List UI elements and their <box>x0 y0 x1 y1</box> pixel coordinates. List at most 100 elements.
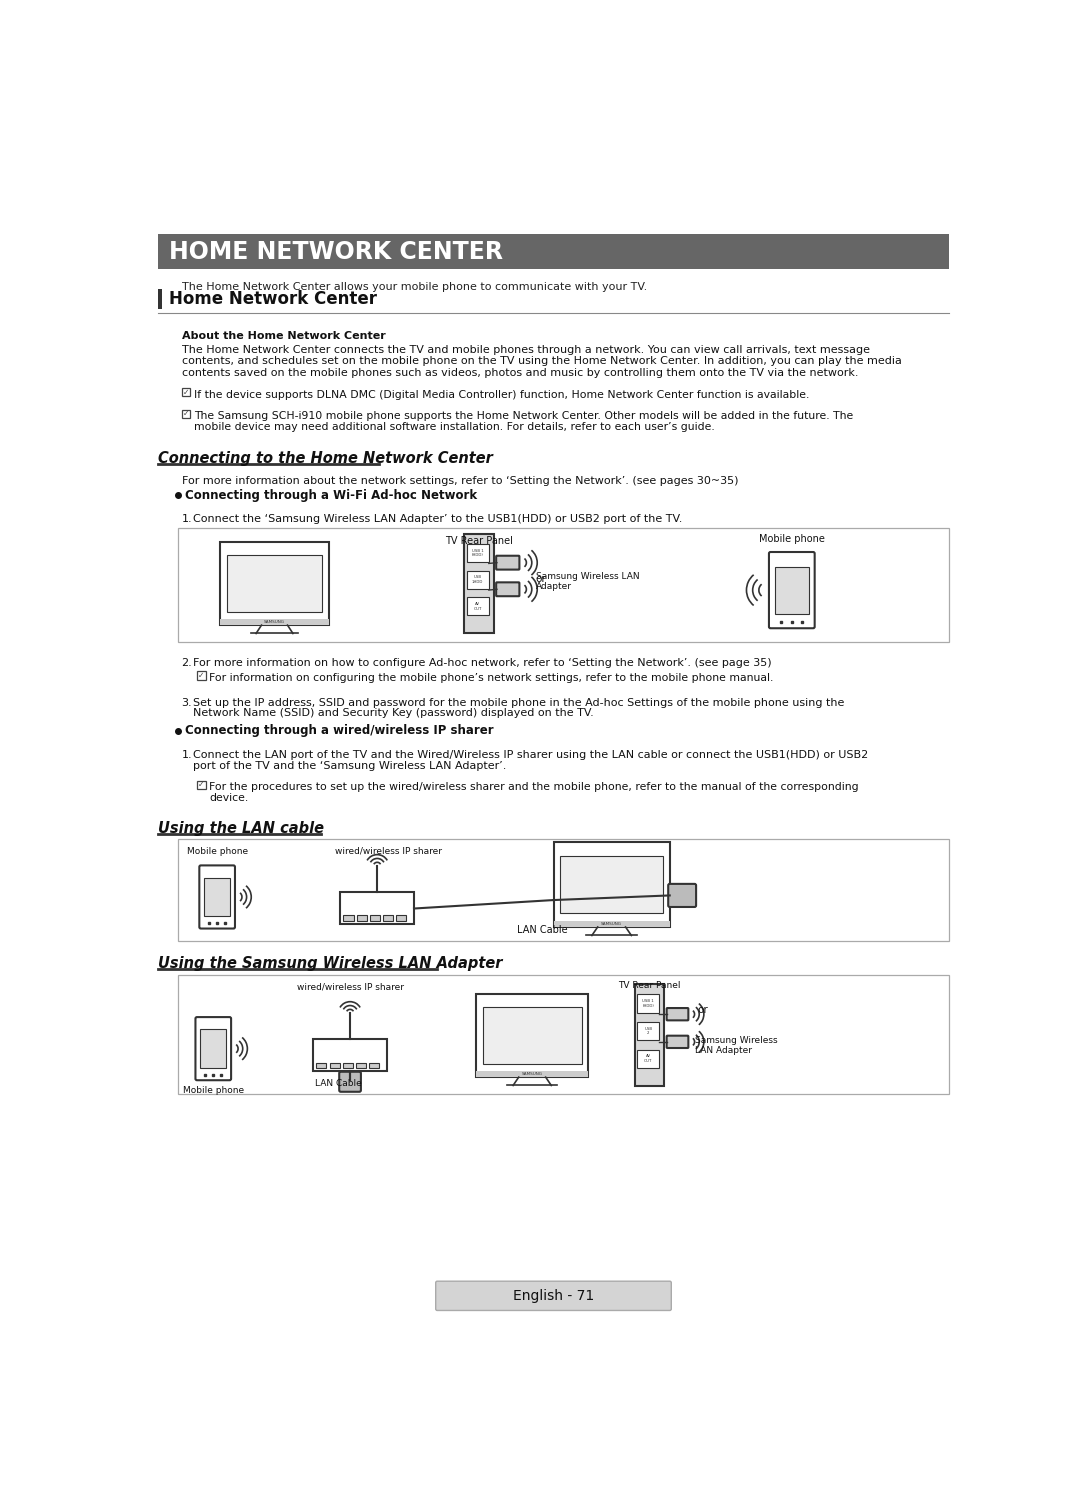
Text: Connecting to the Home Network Center: Connecting to the Home Network Center <box>159 451 494 466</box>
Text: The Home Network Center connects the TV and mobile phones through a network. You: The Home Network Center connects the TV … <box>181 345 869 354</box>
Text: USB 1
(HDD): USB 1 (HDD) <box>472 549 484 558</box>
Text: ✓: ✓ <box>198 780 204 790</box>
Bar <box>200 1030 227 1068</box>
Bar <box>340 893 414 924</box>
Bar <box>635 984 664 1086</box>
Text: TV Rear Panel: TV Rear Panel <box>619 981 680 990</box>
Text: HOME NETWORK CENTER: HOME NETWORK CENTER <box>170 240 503 263</box>
Bar <box>561 856 663 914</box>
Bar <box>476 1071 589 1077</box>
Bar <box>329 1062 339 1068</box>
Text: SAMSUNG: SAMSUNG <box>264 620 285 623</box>
Bar <box>197 671 205 680</box>
Text: About the Home Network Center: About the Home Network Center <box>181 330 386 341</box>
Text: The Samsung SCH-i910 mobile phone supports the Home Network Center. Other models: The Samsung SCH-i910 mobile phone suppor… <box>194 411 853 421</box>
Bar <box>467 597 489 615</box>
FancyBboxPatch shape <box>195 1018 231 1080</box>
FancyBboxPatch shape <box>435 1281 672 1311</box>
Text: 3.: 3. <box>181 698 192 707</box>
Bar <box>181 388 190 396</box>
Bar <box>159 290 162 310</box>
Text: 1.: 1. <box>181 750 192 760</box>
Bar <box>467 545 489 562</box>
Text: 1.: 1. <box>181 515 192 524</box>
Text: mobile device may need additional software installation. For details, refer to e: mobile device may need additional softwa… <box>194 423 715 432</box>
Bar <box>464 534 494 632</box>
Text: port of the TV and the ‘Samsung Wireless LAN Adapter’.: port of the TV and the ‘Samsung Wireless… <box>193 760 507 771</box>
Text: If the device supports DLNA DMC (Digital Media Controller) function, Home Networ: If the device supports DLNA DMC (Digital… <box>194 390 809 400</box>
Bar <box>774 567 809 613</box>
Text: USB
2: USB 2 <box>644 1027 652 1036</box>
Text: Home Network Center: Home Network Center <box>170 290 377 308</box>
Text: Network Name (SSID) and Security Key (password) displayed on the TV.: Network Name (SSID) and Security Key (pa… <box>193 708 594 719</box>
Bar <box>483 1007 582 1064</box>
Bar <box>343 915 353 921</box>
Bar <box>220 619 328 625</box>
Bar <box>227 555 322 612</box>
Text: device.: device. <box>210 793 248 804</box>
Text: TV Rear Panel: TV Rear Panel <box>445 536 513 546</box>
Text: Mobile phone: Mobile phone <box>187 847 247 856</box>
Bar <box>313 1039 387 1071</box>
Bar <box>159 234 948 269</box>
Text: or: or <box>536 574 546 585</box>
Text: SAMSUNG: SAMSUNG <box>602 921 622 926</box>
Text: Connect the ‘Samsung Wireless LAN Adapter’ to the USB1(HDD) or USB2 port of the : Connect the ‘Samsung Wireless LAN Adapte… <box>193 515 683 524</box>
Text: AV
OUT: AV OUT <box>644 1055 652 1062</box>
Text: LAN Cable: LAN Cable <box>314 1079 362 1088</box>
Text: SAMSUNG: SAMSUNG <box>522 1071 542 1076</box>
Bar <box>554 921 670 927</box>
Text: For information on configuring the mobile phone’s network settings, refer to the: For information on configuring the mobil… <box>210 673 773 683</box>
FancyBboxPatch shape <box>339 1071 361 1092</box>
Text: The Home Network Center allows your mobile phone to communicate with your TV.: The Home Network Center allows your mobi… <box>181 281 647 292</box>
Text: Mobile phone: Mobile phone <box>759 534 825 545</box>
Bar <box>181 409 190 418</box>
Text: 2.: 2. <box>181 658 192 668</box>
Bar <box>197 781 205 789</box>
Bar <box>177 528 948 643</box>
FancyBboxPatch shape <box>666 1036 688 1048</box>
Bar <box>356 1062 366 1068</box>
Bar <box>369 1062 379 1068</box>
Text: Using the Samsung Wireless LAN Adapter: Using the Samsung Wireless LAN Adapter <box>159 957 503 972</box>
Text: For more information about the network settings, refer to ‘Setting the Network’.: For more information about the network s… <box>181 476 738 485</box>
Bar <box>369 915 380 921</box>
Bar <box>204 878 230 917</box>
Bar <box>637 1049 659 1068</box>
Text: or: or <box>697 1004 707 1015</box>
FancyBboxPatch shape <box>769 552 814 628</box>
Text: LAN Cable: LAN Cable <box>516 924 567 934</box>
FancyBboxPatch shape <box>666 1007 688 1021</box>
FancyBboxPatch shape <box>496 555 519 570</box>
Text: wired/wireless IP sharer: wired/wireless IP sharer <box>297 982 404 991</box>
FancyBboxPatch shape <box>669 884 697 908</box>
Text: wired/wireless IP sharer: wired/wireless IP sharer <box>335 847 443 856</box>
Bar <box>356 915 367 921</box>
Text: For the procedures to set up the wired/wireless sharer and the mobile phone, ref: For the procedures to set up the wired/w… <box>210 783 859 792</box>
Text: Samsung Wireless LAN
Adapter: Samsung Wireless LAN Adapter <box>536 571 639 591</box>
Text: contents saved on the mobile phones such as videos, photos and music by controll: contents saved on the mobile phones such… <box>181 368 858 378</box>
Bar <box>554 842 670 927</box>
Bar <box>476 994 589 1077</box>
Bar <box>637 994 659 1013</box>
Bar <box>316 1062 326 1068</box>
Text: Using the LAN cable: Using the LAN cable <box>159 821 324 836</box>
Text: Connecting through a wired/wireless IP sharer: Connecting through a wired/wireless IP s… <box>186 725 494 737</box>
Text: USB 1
(HDD): USB 1 (HDD) <box>643 998 654 1007</box>
Text: Set up the IP address, SSID and password for the mobile phone in the Ad-hoc Sett: Set up the IP address, SSID and password… <box>193 698 845 707</box>
Text: Samsung Wireless
LAN Adapter: Samsung Wireless LAN Adapter <box>696 1036 778 1055</box>
Text: Connecting through a Wi-Fi Ad-hoc Network: Connecting through a Wi-Fi Ad-hoc Networ… <box>186 488 477 501</box>
Bar <box>383 915 393 921</box>
Text: ✓: ✓ <box>183 409 189 418</box>
Text: For more information on how to configure Ad-hoc network, refer to ‘Setting the N: For more information on how to configure… <box>193 658 772 668</box>
Text: AV
OUT: AV OUT <box>473 603 482 610</box>
Bar <box>342 1062 353 1068</box>
Text: USB
1HDD: USB 1HDD <box>472 576 484 583</box>
Text: Mobile phone: Mobile phone <box>183 1086 244 1095</box>
FancyBboxPatch shape <box>200 866 235 929</box>
Bar <box>467 571 489 589</box>
Bar <box>396 915 406 921</box>
Text: English - 71: English - 71 <box>513 1289 594 1303</box>
Bar <box>220 542 328 625</box>
Text: ✓: ✓ <box>183 388 189 397</box>
